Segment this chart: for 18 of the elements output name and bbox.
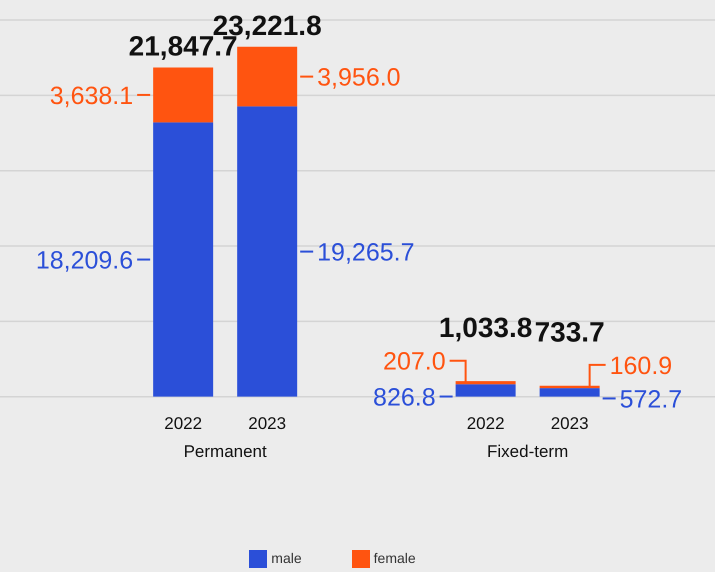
total-label: 733.7 <box>534 316 605 348</box>
text: Fixed-term <box>487 442 568 461</box>
x-tick-label: 2023 <box>248 414 286 433</box>
data-label: 160.9 <box>610 352 672 380</box>
data-label: 3,956.0 <box>317 64 401 92</box>
data-label: 18,209.6 <box>36 246 134 275</box>
total-label: 1,033.8 <box>438 312 532 344</box>
legend-label: male <box>271 550 302 566</box>
text: Permanent <box>184 442 268 461</box>
data-label: 572.7 <box>620 385 682 414</box>
x-tick-label: 2022 <box>164 414 202 433</box>
data-label: 19,265.7 <box>317 238 414 267</box>
x-tick-label: 2023 <box>550 414 589 433</box>
data-label: 3,638.1 <box>50 82 134 110</box>
data-label: 207.0 <box>383 348 446 376</box>
x-tick-label: 2022 <box>466 414 505 433</box>
data-label: 826.8 <box>373 384 436 412</box>
legend-label: female <box>374 550 416 566</box>
